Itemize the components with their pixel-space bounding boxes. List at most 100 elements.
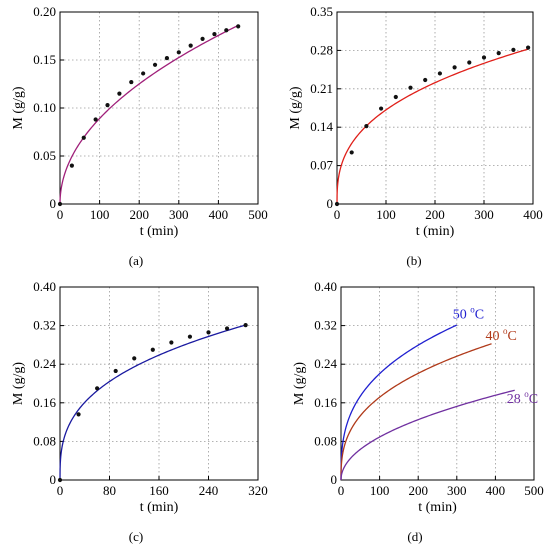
data-point xyxy=(526,45,531,50)
data-point xyxy=(105,103,110,108)
x-tick-label: 400 xyxy=(523,207,543,222)
x-tick-label: 200 xyxy=(408,483,428,498)
x-tick-label: 80 xyxy=(103,483,116,498)
y-tick-label: 0.05 xyxy=(33,148,56,163)
x-tick-label: 0 xyxy=(57,483,64,498)
y-tick-label: 0.21 xyxy=(310,81,333,96)
x-tick-label: 100 xyxy=(370,483,390,498)
data-point xyxy=(187,334,193,339)
x-tick-label: 400 xyxy=(486,483,506,498)
series-line xyxy=(340,343,492,481)
data-point xyxy=(76,412,81,417)
fit-line xyxy=(59,324,246,481)
y-tick-label: 0.10 xyxy=(33,100,56,115)
x-tick-label: 300 xyxy=(474,207,494,222)
y-tick-label: 0.40 xyxy=(33,279,56,294)
y-tick-label: 0.07 xyxy=(310,158,333,173)
x-tick-label: 100 xyxy=(376,207,396,222)
x-tick-label: 300 xyxy=(447,483,467,498)
x-axis-label: t (min) xyxy=(418,500,457,515)
data-point xyxy=(81,135,86,140)
data-point xyxy=(129,79,134,85)
data-point xyxy=(200,36,205,41)
x-tick-label: 200 xyxy=(425,207,445,222)
data-point xyxy=(408,85,413,90)
x-tick-label: 400 xyxy=(209,207,229,222)
data-point xyxy=(511,47,516,52)
data-point xyxy=(117,91,122,96)
data-point xyxy=(206,330,211,335)
y-tick-label: 0 xyxy=(331,472,338,487)
data-point xyxy=(132,356,137,361)
x-tick-label: 100 xyxy=(90,207,110,222)
series-line xyxy=(340,389,515,481)
y-tick-label: 0.24 xyxy=(33,356,56,371)
series-line xyxy=(340,324,458,481)
data-point xyxy=(113,368,118,374)
data-point xyxy=(141,71,146,76)
chart-panel-c: 0 80 160 240 320 0 0.08 0.16 0.24 0.32 0.40 t (min)… xyxy=(11,279,268,544)
data-point xyxy=(57,477,63,483)
data-point xyxy=(349,150,354,155)
data-point xyxy=(334,201,340,207)
x-axis-label: t (min) xyxy=(140,500,179,515)
x-axis-label: t (min) xyxy=(140,224,179,239)
y-tick-label: 0.28 xyxy=(310,42,333,57)
y-axis-label: M (g/g) xyxy=(288,86,303,130)
y-tick-label: 0.14 xyxy=(310,119,333,134)
data-point xyxy=(379,106,384,111)
series-label: 28 oC xyxy=(507,389,538,407)
data-point xyxy=(69,163,74,168)
y-tick-label: 0.15 xyxy=(33,52,56,67)
x-tick-label: 320 xyxy=(248,483,268,498)
x-tick-label: 0 xyxy=(57,207,64,222)
x-tick-label: 300 xyxy=(169,207,189,222)
panel-label: (c) xyxy=(129,529,143,544)
y-tick-label: 0 xyxy=(50,472,57,487)
x-tick-label: 0 xyxy=(338,483,345,498)
plot-frame xyxy=(340,286,535,481)
y-axis-label: M (g/g) xyxy=(11,362,26,406)
panel-label: (a) xyxy=(129,253,143,268)
data-point xyxy=(169,340,174,345)
y-tick-label: 0.32 xyxy=(33,318,56,333)
y-tick-label: 0 xyxy=(327,196,334,211)
chart-panel-b: 0 100 200 300 400 0 0.07 0.14 0.21 0.28 0.35 t (min… xyxy=(288,4,543,268)
data-point xyxy=(93,117,98,122)
data-point xyxy=(95,386,100,391)
series-label: 50 oC xyxy=(453,304,484,322)
data-point xyxy=(423,77,428,83)
data-point xyxy=(496,51,501,56)
fit-line xyxy=(59,24,239,205)
series-label: 40 oC xyxy=(486,326,517,344)
x-axis-label: t (min) xyxy=(416,224,455,239)
y-axis-label: M (g/g) xyxy=(292,362,307,406)
data-point xyxy=(224,326,230,331)
y-tick-label: 0.20 xyxy=(33,4,56,19)
y-tick-label: 0.16 xyxy=(33,395,56,410)
data-point xyxy=(150,347,155,352)
y-tick-label: 0.35 xyxy=(310,4,333,19)
x-tick-label: 500 xyxy=(524,483,544,498)
data-point xyxy=(236,24,241,29)
data-point xyxy=(452,65,457,70)
y-tick-label: 0.16 xyxy=(314,395,337,410)
y-tick-label: 0.40 xyxy=(314,279,337,294)
x-tick-label: 200 xyxy=(129,207,149,222)
data-point xyxy=(212,31,217,37)
y-axis-label: M (g/g) xyxy=(11,86,26,130)
data-point xyxy=(393,94,398,100)
data-point xyxy=(188,43,193,48)
data-point xyxy=(176,50,181,55)
y-tick-label: 0.08 xyxy=(33,433,56,448)
data-point xyxy=(437,71,442,76)
x-tick-label: 500 xyxy=(248,207,268,222)
data-point xyxy=(164,55,170,61)
data-point xyxy=(364,124,369,129)
y-tick-label: 0 xyxy=(50,196,57,211)
chart-panel-d: 0 100 200 300 400 500 0 0.08 0.16 0.24 0.32 0.40 t (… xyxy=(292,279,544,544)
data-point xyxy=(57,201,63,207)
y-tick-label: 0.24 xyxy=(314,356,337,371)
panel-label: (b) xyxy=(406,253,421,268)
